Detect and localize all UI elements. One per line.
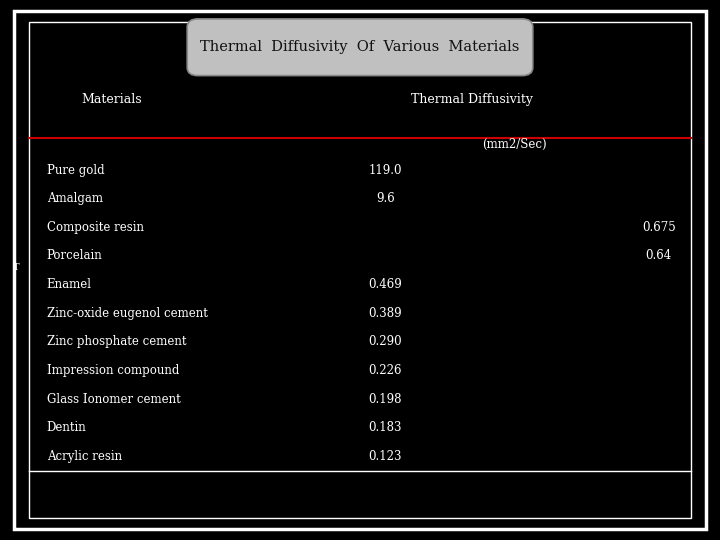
Text: T: T [12,263,19,272]
Text: 0.469: 0.469 [369,278,402,291]
Text: 0.290: 0.290 [369,335,402,348]
Text: Thermal Diffusivity: Thermal Diffusivity [410,93,533,106]
Text: Porcelain: Porcelain [47,249,102,262]
Text: Zinc phosphate cement: Zinc phosphate cement [47,335,186,348]
Text: Impression compound: Impression compound [47,364,179,377]
Text: 0.198: 0.198 [369,393,402,406]
Text: 9.6: 9.6 [376,192,395,205]
Text: Materials: Materials [81,93,142,106]
Text: 0.675: 0.675 [642,221,675,234]
Text: Thermal  Diffusivity  Of  Various  Materials: Thermal Diffusivity Of Various Materials [200,40,520,54]
Text: 0.389: 0.389 [369,307,402,320]
Text: 0.226: 0.226 [369,364,402,377]
Text: (mm2/Sec): (mm2/Sec) [482,138,547,151]
Text: Glass Ionomer cement: Glass Ionomer cement [47,393,181,406]
Text: Composite resin: Composite resin [47,221,144,234]
Text: Acrylic resin: Acrylic resin [47,450,122,463]
Text: Amalgam: Amalgam [47,192,103,205]
Text: 0.183: 0.183 [369,421,402,434]
Text: Zinc-oxide eugenol cement: Zinc-oxide eugenol cement [47,307,207,320]
Text: Dentin: Dentin [47,421,86,434]
Text: 0.64: 0.64 [646,249,672,262]
Text: Enamel: Enamel [47,278,92,291]
Text: 0.123: 0.123 [369,450,402,463]
Text: 119.0: 119.0 [369,164,402,177]
Text: Pure gold: Pure gold [47,164,104,177]
